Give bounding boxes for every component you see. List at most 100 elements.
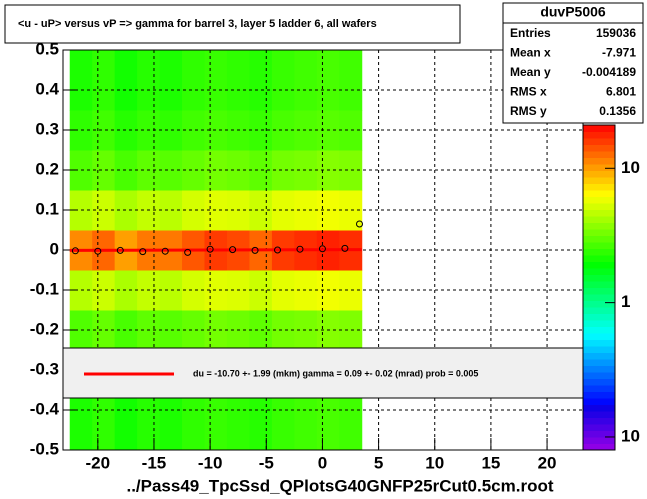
profile-point	[116, 246, 124, 254]
color-bar-step	[583, 229, 615, 236]
color-bar-step	[583, 333, 615, 340]
heat-cell	[182, 390, 206, 451]
stats-label: RMS y	[510, 104, 547, 118]
fit-line	[69, 248, 362, 252]
color-bar-step	[583, 326, 615, 334]
color-bar-step	[583, 437, 615, 444]
heat-cell	[339, 390, 363, 451]
y-tick-label: 0.5	[35, 39, 59, 58]
heat-cell	[182, 270, 206, 311]
y-tick-label: 0.2	[35, 159, 59, 178]
profile-point	[206, 245, 214, 253]
color-bar-step	[583, 320, 615, 327]
profile-point	[296, 245, 304, 253]
color-bar-step	[583, 313, 615, 321]
y-tick-label: -0.5	[30, 439, 59, 458]
chart-title: <u - uP> versus vP => gamma for barrel 3…	[18, 18, 377, 30]
heat-cell	[271, 50, 295, 111]
heat-cell	[204, 390, 228, 451]
color-bar-step	[583, 216, 615, 223]
heat-cell	[182, 110, 206, 151]
title-box	[4, 4, 461, 44]
heat-cell	[114, 110, 138, 151]
color-bar-step	[583, 222, 615, 230]
heat-cell	[137, 50, 161, 111]
stats-name: duvP5006	[540, 4, 606, 20]
heat-cell	[114, 310, 138, 351]
heat-cell	[159, 390, 183, 451]
color-bar-step	[583, 372, 615, 379]
color-bar-step	[583, 261, 615, 269]
color-bar-step	[583, 307, 615, 314]
y-tick-label: -0.2	[30, 319, 59, 338]
heat-cell	[159, 50, 183, 111]
stats-label: Entries	[510, 26, 551, 40]
profile-point	[229, 246, 237, 254]
profile-point	[139, 248, 147, 256]
heat-cell	[69, 50, 93, 111]
profile-point	[71, 247, 79, 255]
heat-cell	[339, 190, 363, 231]
profile-point	[341, 244, 349, 252]
x-tick-label: -10	[198, 453, 223, 472]
heat-cell	[271, 270, 295, 311]
color-bar-step	[583, 151, 615, 158]
stats-label: Mean x	[510, 46, 551, 60]
color-bar-step	[583, 430, 615, 438]
z-tick-label: 1	[621, 292, 630, 311]
profile-point	[251, 246, 259, 254]
profile-point	[161, 247, 169, 255]
color-bar-step	[583, 424, 615, 431]
color-bar-step	[583, 268, 615, 275]
color-bar-step	[583, 443, 615, 451]
color-bar-step	[583, 411, 615, 418]
color-bar-step	[583, 164, 615, 171]
color-bar-step	[583, 378, 615, 386]
y-tick-label: -0.4	[30, 399, 60, 418]
color-bar-step	[583, 157, 615, 165]
profile-point	[318, 245, 326, 253]
color-bar-step	[583, 196, 615, 204]
color-bar-step	[583, 235, 615, 243]
color-bar-step	[583, 242, 615, 249]
color-bar-step	[583, 144, 615, 152]
heat-cell	[226, 50, 250, 111]
stats-value: -7.971	[602, 46, 636, 60]
color-bar-step	[583, 365, 615, 373]
y-tick-label: -0.1	[30, 279, 59, 298]
x-tick-label: -15	[142, 453, 167, 472]
heat-cell	[294, 390, 318, 451]
color-bar-step	[583, 352, 615, 360]
color-bar-step	[583, 281, 615, 288]
heat-cell	[114, 50, 138, 111]
stats-value: 0.1356	[599, 104, 636, 118]
y-tick-label: 0.1	[35, 199, 59, 218]
y-tick-label: 0	[50, 239, 59, 258]
x-tick-label: 0	[318, 453, 327, 472]
stats-value: 6.801	[606, 85, 636, 99]
x-tick-label: 20	[538, 453, 557, 472]
heat-cell	[204, 50, 228, 111]
x-tick-label: 15	[481, 453, 500, 472]
color-bar-step	[583, 294, 615, 301]
x-tick-label: -5	[259, 453, 274, 472]
profile-point	[94, 247, 102, 255]
color-bar-step	[583, 300, 615, 308]
heat-cell	[69, 390, 93, 451]
color-bar-step	[583, 391, 615, 399]
profile-point	[356, 220, 364, 228]
heat-cell	[92, 390, 116, 451]
color-bar-step	[583, 255, 615, 262]
color-bar-step	[583, 274, 615, 282]
fit-legend-text: du = -10.70 +- 1.99 (mkm) gamma = 0.09 +…	[193, 368, 478, 378]
heat-cell	[339, 270, 363, 311]
heat-cell	[226, 390, 250, 451]
color-bar-step	[583, 170, 615, 178]
heat-cell	[92, 50, 116, 111]
profile-point	[274, 246, 282, 254]
heat-cell	[339, 50, 363, 111]
z-tick-label: 10	[621, 426, 640, 445]
color-bar-step	[583, 125, 615, 132]
y-tick-label: 0.4	[35, 79, 59, 98]
